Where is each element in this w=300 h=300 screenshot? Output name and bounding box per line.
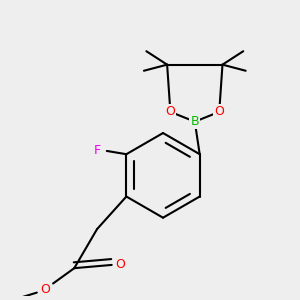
Text: B: B <box>190 115 199 128</box>
Text: O: O <box>214 105 224 119</box>
Text: O: O <box>115 258 125 272</box>
Text: F: F <box>94 144 100 158</box>
Text: O: O <box>40 283 50 296</box>
Text: O: O <box>165 105 175 119</box>
